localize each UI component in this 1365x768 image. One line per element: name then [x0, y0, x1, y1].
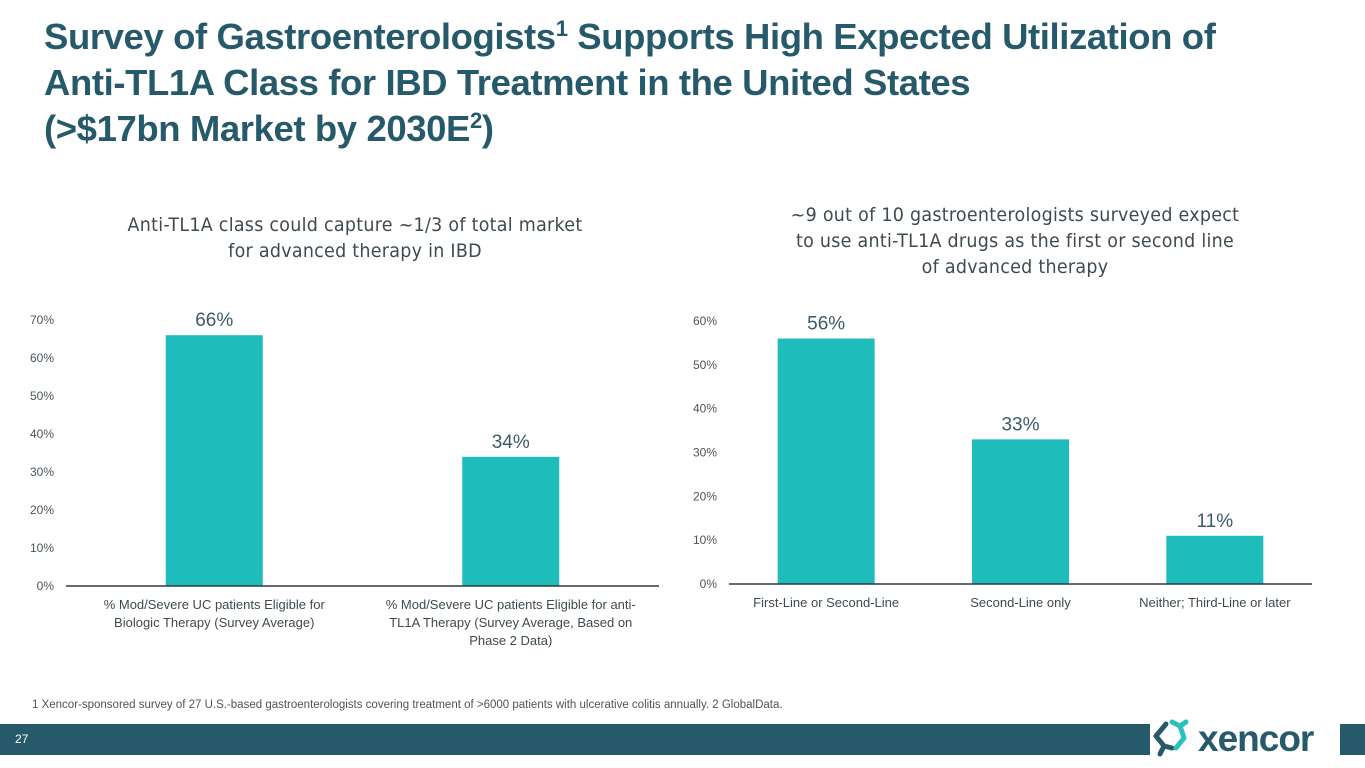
chart-1-bar	[462, 456, 560, 586]
chart-2-title-line: to use anti-TL1A drugs as the first or s…	[795, 230, 1234, 252]
footnote-ref-2: 2	[469, 108, 482, 133]
chart-2-title-line: of advanced therapy	[921, 256, 1109, 278]
chart-2-ytick-label: 30%	[693, 446, 717, 460]
chart-1-ytick-label: 30%	[30, 465, 54, 479]
chart-1-bar	[165, 335, 263, 586]
chart-2-ytick-label: 60%	[693, 314, 717, 328]
chart-1-category-label: % Mod/Severe UC patients Eligible for Bio…	[74, 596, 354, 632]
chart-2-title-line: ~9 out of 10 gastroenterologists surveye…	[790, 204, 1240, 226]
slide-title-line-3: (>$17bn Market by 2030E2)	[44, 106, 1344, 152]
category-label-line: First-Line or Second-Line	[753, 595, 900, 610]
chart-2-ytick-label: 40%	[693, 402, 717, 416]
xencor-logo-icon	[1153, 719, 1189, 757]
category-label-line: % Mod/Severe UC patients Eligible for	[103, 597, 325, 612]
category-label-line: Phase 2 Data)	[469, 633, 553, 648]
xencor-logo: xencor	[1150, 712, 1340, 764]
footnote-ref-1: 1	[555, 16, 568, 41]
page-number: 27	[15, 732, 29, 746]
category-label-line: Second-Line only	[970, 595, 1071, 610]
title-text: Supports High Expected Utilization of	[567, 16, 1216, 57]
chart-2-data-label: 11%	[1197, 511, 1234, 532]
chart-1-title-line: Anti-TL1A class could capture ~1/3 of to…	[127, 214, 583, 236]
title-text: )	[481, 108, 494, 149]
chart-1-ytick-label: 60%	[30, 351, 54, 365]
chart-1-category-label: % Mod/Severe UC patients Eligible for an…	[371, 596, 651, 650]
chart-2-category-label: Neither; Third-Line or later	[1115, 594, 1315, 612]
title-text: (>$17bn Market by 2030E	[44, 108, 470, 149]
chart-1-data-label: 66%	[195, 310, 233, 331]
chart-1-title: Anti-TL1A class could capture ~1/3 of to…	[65, 212, 645, 264]
chart-1-ytick-label: 40%	[30, 427, 54, 441]
slide-title: Survey of Gastroenterologists1 Supports …	[44, 14, 1344, 152]
chart-1-ytick-label: 70%	[30, 313, 54, 327]
chart-2-category-label: First-Line or Second-Line	[726, 594, 926, 612]
chart-2-ytick-label: 0%	[700, 577, 718, 591]
chart-1-ytick-label: 50%	[30, 389, 54, 403]
chart-1-ytick-label: 0%	[37, 579, 55, 593]
category-label-line: TL1A Therapy (Survey Average, Based on	[389, 615, 633, 630]
chart-2-bar	[972, 439, 1069, 584]
chart-1-data-label: 34%	[492, 432, 530, 453]
title-text: Survey of Gastroenterologists	[44, 16, 556, 57]
chart-2-title: ~9 out of 10 gastroenterologists surveye…	[725, 202, 1305, 280]
chart-2-bar	[1166, 535, 1264, 584]
chart-2-data-label: 56%	[807, 314, 845, 335]
chart-2-ytick-label: 50%	[693, 358, 717, 372]
chart-2-category-label: Second-Line only	[921, 594, 1121, 612]
category-label-line: Neither; Third-Line or later	[1139, 595, 1291, 610]
slide-title-line-2: Anti-TL1A Class for IBD Treatment in the…	[44, 62, 971, 103]
footer-bar: 27	[0, 724, 1365, 755]
xencor-logo-text: xencor	[1198, 717, 1314, 759]
category-label-line: % Mod/Severe UC patients Eligible for an…	[385, 597, 636, 612]
chart-2-ytick-label: 20%	[693, 489, 717, 503]
footnote: 1 Xencor-sponsored survey of 27 U.S.-bas…	[32, 699, 783, 711]
slide-title-line-1: Survey of Gastroenterologists1 Supports …	[44, 14, 1344, 60]
chart-1-ytick-label: 10%	[30, 541, 54, 555]
chart-2-bar	[777, 338, 875, 584]
chart-2-data-label: 33%	[1001, 414, 1039, 435]
chart-1-title-line: for advanced therapy in IBD	[228, 240, 482, 262]
chart-2-ytick-label: 10%	[693, 533, 717, 547]
category-label-line: Biologic Therapy (Survey Average)	[114, 615, 315, 630]
chart-1-ytick-label: 20%	[30, 503, 54, 517]
